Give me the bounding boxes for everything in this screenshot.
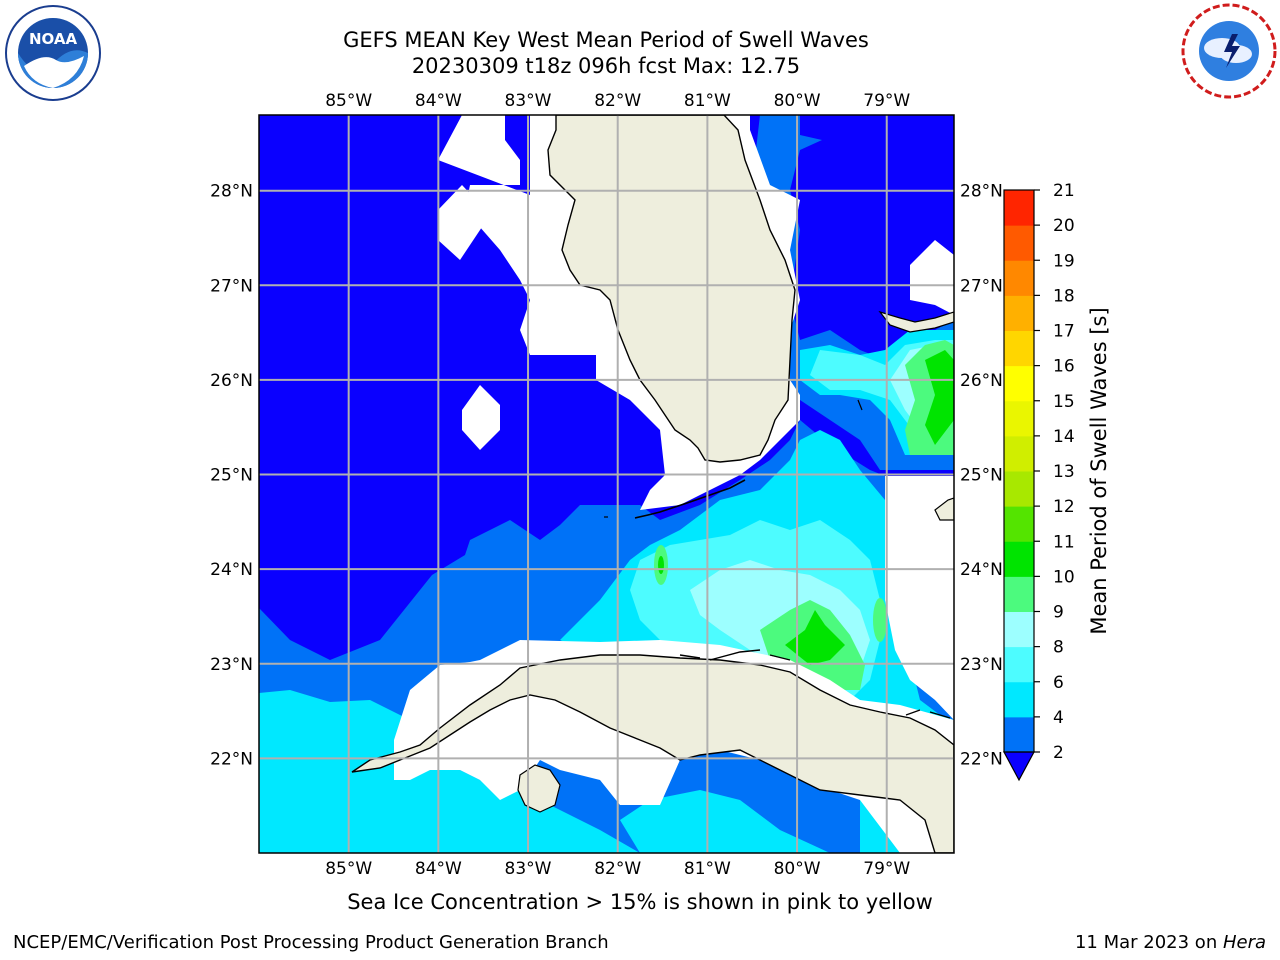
colorbar-segment	[1004, 295, 1034, 331]
footer-date-text: 11 Mar 2023 on	[1074, 932, 1223, 953]
lon-label-bottom: 80°W	[774, 859, 821, 879]
footer-credit: NCEP/EMC/Verification Post Processing Pr…	[13, 932, 609, 953]
lat-label-right: 22°N	[960, 749, 1003, 769]
lat-label-left: 27°N	[210, 276, 253, 296]
period-contour-10-11	[785, 610, 845, 665]
colorbar-segment	[1004, 190, 1034, 226]
colorbar-tick-label: 21	[1053, 181, 1075, 201]
colorbar-tick-label: 6	[1053, 673, 1064, 693]
lat-label-left: 24°N	[210, 560, 253, 580]
lon-label-top: 79°W	[863, 91, 910, 111]
florida-keys	[634, 479, 746, 519]
colorbar-tick-label: 11	[1053, 532, 1075, 552]
colorbar-segment	[1004, 646, 1034, 683]
lat-label-right: 25°N	[960, 466, 1003, 486]
colorbar-segment	[1004, 471, 1034, 507]
colorbar-tick-label: 19	[1053, 251, 1075, 271]
period-contour-10-11-ne	[925, 350, 954, 445]
footer-date: 11 Mar 2023 on Hera	[1075, 932, 1266, 953]
lat-label-right: 24°N	[960, 560, 1003, 580]
colorbar-segment	[1004, 541, 1034, 577]
lat-label-right: 27°N	[960, 276, 1003, 296]
colorbar-tick-label: 13	[1053, 462, 1075, 482]
svg-text:NOAA: NOAA	[29, 30, 78, 48]
plot-frame	[258, 114, 955, 854]
colorbar: 2 4 6 8 9 10 11 12 13 14 15 16 17 18 19 20 21 Mean Period…	[1002, 181, 1111, 782]
colorbar-segment	[1004, 400, 1034, 437]
lat-label-left: 26°N	[210, 371, 253, 391]
lon-label-top: 82°W	[594, 91, 641, 111]
florida-landmass	[547, 115, 796, 463]
lon-label-top: 81°W	[684, 91, 731, 111]
bahamas-islands	[857, 399, 951, 719]
lon-label-top: 84°W	[415, 91, 462, 111]
no-data-region	[885, 476, 954, 720]
colorbar-extend-min	[1002, 751, 1036, 782]
sea-ice-note: Sea Ice Concentration > 15% is shown in …	[347, 890, 933, 914]
lon-label-top: 80°W	[774, 91, 821, 111]
lat-label-right: 23°N	[960, 655, 1003, 675]
lon-label-bottom: 85°W	[325, 859, 372, 879]
colorbar-segment	[1004, 506, 1034, 542]
colorbar-tick-label: 4	[1053, 708, 1064, 728]
period-contour-4-6	[259, 690, 640, 853]
colorbar-tick-label: 14	[1053, 427, 1075, 447]
cuba-cays	[679, 649, 791, 661]
lon-label-bottom: 81°W	[684, 859, 731, 879]
colorbar-segment	[1004, 330, 1034, 367]
lat-label-left: 23°N	[210, 655, 253, 675]
chart-title: GEFS MEAN Key West Mean Period of Swell …	[343, 28, 869, 52]
colorbar-segment	[1004, 225, 1034, 261]
noaa-logo: NOAA	[4, 4, 102, 102]
bahamas-islands	[934, 497, 954, 521]
no-data-region	[910, 240, 954, 315]
colorbar-segment	[1004, 681, 1034, 718]
lat-label-right: 28°N	[960, 182, 1003, 202]
colorbar-tick-label: 15	[1053, 392, 1075, 412]
colorbar-segment	[1004, 365, 1034, 402]
lon-label-bottom: 79°W	[863, 859, 910, 879]
lat-label-left: 25°N	[210, 466, 253, 486]
lon-label-top: 85°W	[325, 91, 372, 111]
footer-machine: Hera	[1222, 932, 1266, 953]
colorbar-tick-label: 12	[1053, 497, 1075, 517]
colorbar-segment	[1004, 260, 1034, 296]
bahamas-islands	[878, 310, 954, 333]
colorbar-label: Mean Period of Swell Waves [s]	[1087, 307, 1111, 634]
lat-label-left: 22°N	[210, 749, 253, 769]
colorbar-tick-label: 17	[1053, 322, 1075, 342]
lat-label-right: 26°N	[960, 371, 1003, 391]
colorbar-tick-label: 2	[1053, 743, 1064, 763]
colorbar-segment	[1004, 435, 1034, 472]
colorbar-tick-label: 9	[1053, 603, 1064, 623]
period-contour-9-10-spot	[873, 598, 887, 642]
lon-label-bottom: 84°W	[415, 859, 462, 879]
chart-subtitle: 20230309 t18z 096h fcst Max: 12.75	[411, 54, 801, 78]
colorbar-segment	[1004, 611, 1034, 648]
colorbar-segment	[1004, 576, 1034, 612]
period-contour-10-11-spot	[658, 556, 664, 574]
no-data-region	[462, 385, 500, 450]
colorbar-tick-label: 16	[1053, 357, 1075, 377]
lat-label-left: 28°N	[210, 182, 253, 202]
colorbar-tick-label: 8	[1053, 638, 1064, 658]
colorbar-segment	[1004, 716, 1034, 753]
colorbar-tick-label: 18	[1053, 286, 1075, 306]
lon-label-bottom: 83°W	[505, 859, 552, 879]
lon-label-bottom: 82°W	[594, 859, 641, 879]
colorbar-tick-label: 10	[1053, 567, 1075, 587]
graticule	[259, 115, 954, 853]
nws-logo	[1180, 2, 1278, 100]
no-data-region	[438, 185, 490, 260]
lon-label-top: 83°W	[505, 91, 552, 111]
colorbar-tick-label: 20	[1053, 216, 1075, 236]
